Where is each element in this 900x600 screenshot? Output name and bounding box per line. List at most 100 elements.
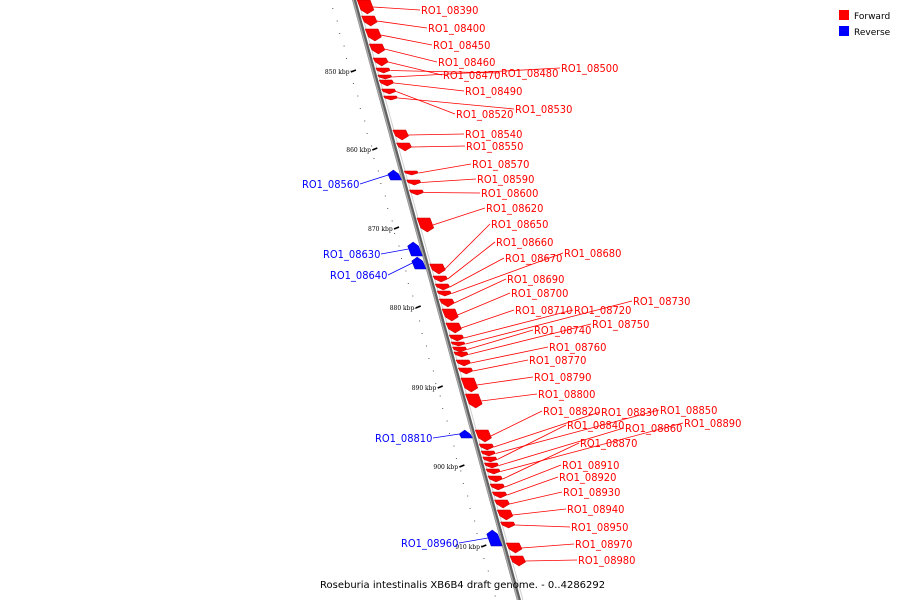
gene-feature-ro1-08710[interactable] bbox=[445, 322, 462, 334]
gene-label-ro1-08700[interactable]: RO1_08700 bbox=[511, 287, 568, 300]
gene-feature-ro1-08770[interactable] bbox=[457, 367, 474, 375]
gene-label-ro1-08650[interactable]: RO1_08650 bbox=[491, 218, 548, 231]
gene-feature-ro1-08500[interactable] bbox=[377, 74, 393, 80]
gene-feature-ro1-08470[interactable] bbox=[372, 57, 389, 67]
gene-feature-ro1-08980[interactable] bbox=[509, 555, 526, 567]
gene-feature-ro1-08640[interactable] bbox=[411, 256, 427, 270]
gene-feature-ro1-08840[interactable] bbox=[482, 456, 498, 463]
gene-label-ro1-08640[interactable]: RO1_08640 bbox=[330, 269, 387, 282]
gene-label-ro1-08600[interactable]: RO1_08600 bbox=[481, 187, 538, 200]
gene-feature-ro1-08910[interactable] bbox=[489, 483, 506, 491]
gene-label-ro1-08450[interactable]: RO1_08450 bbox=[433, 39, 490, 52]
gene-label-ro1-08930[interactable]: RO1_08930 bbox=[563, 486, 620, 499]
gene-label-ro1-08570[interactable]: RO1_08570 bbox=[472, 158, 529, 171]
gene-label-ro1-08540[interactable]: RO1_08540 bbox=[465, 128, 522, 141]
gene-feature-ro1-08960[interactable] bbox=[486, 529, 503, 547]
gene-feature-ro1-08680[interactable] bbox=[436, 290, 452, 297]
gene-feature-ro1-08690[interactable] bbox=[438, 298, 455, 308]
gene-feature-ro1-08720[interactable] bbox=[448, 334, 465, 342]
gene-feature-ro1-08540[interactable] bbox=[392, 129, 409, 141]
gene-feature-ro1-08630[interactable] bbox=[407, 241, 423, 257]
gene-feature-ro1-08670[interactable] bbox=[434, 283, 451, 291]
gene-feature-ro1-08530[interactable] bbox=[383, 95, 398, 101]
gene-feature-ro1-08930[interactable] bbox=[493, 499, 510, 509]
gene-feature-ro1-08480[interactable] bbox=[375, 67, 391, 74]
gene-label-ro1-08520[interactable]: RO1_08520 bbox=[456, 108, 513, 121]
gene-label-ro1-08740[interactable]: RO1_08740 bbox=[534, 324, 591, 337]
gene-feature-ro1-08760[interactable] bbox=[455, 359, 471, 367]
gene-label-ro1-08530[interactable]: RO1_08530 bbox=[515, 103, 572, 116]
gene-feature-ro1-08650[interactable] bbox=[429, 263, 446, 275]
gene-label-ro1-08390[interactable]: RO1_08390 bbox=[421, 4, 478, 17]
gene-label-ro1-08690[interactable]: RO1_08690 bbox=[507, 273, 564, 286]
gene-feature-ro1-08870[interactable] bbox=[487, 475, 503, 483]
gene-feature-ro1-08570[interactable] bbox=[403, 170, 419, 176]
gene-label-ro1-08820[interactable]: RO1_08820 bbox=[543, 405, 600, 418]
gene-label-ro1-08790[interactable]: RO1_08790 bbox=[534, 371, 591, 384]
gene-label-ro1-08960[interactable]: RO1_08960 bbox=[401, 537, 458, 550]
gene-label-ro1-08800[interactable]: RO1_08800 bbox=[538, 388, 595, 401]
gene-label-ro1-08970[interactable]: RO1_08970 bbox=[575, 538, 632, 551]
gene-feature-ro1-08940[interactable] bbox=[496, 509, 514, 521]
gene-label-ro1-08560[interactable]: RO1_08560 bbox=[302, 178, 359, 191]
gene-feature-ro1-08400[interactable] bbox=[361, 15, 378, 27]
gene-feature-ro1-08790[interactable] bbox=[460, 377, 479, 393]
gene-label-ro1-08730[interactable]: RO1_08730 bbox=[633, 295, 690, 308]
gene-feature-ro1-08590[interactable] bbox=[406, 179, 422, 186]
gene-label-ro1-08940[interactable]: RO1_08940 bbox=[567, 503, 624, 516]
gene-feature-ro1-08850[interactable] bbox=[480, 450, 496, 457]
gene-feature-ro1-08620[interactable] bbox=[416, 217, 435, 233]
gene-label-ro1-08980[interactable]: RO1_08980 bbox=[578, 554, 635, 567]
gene-feature-ro1-08490[interactable] bbox=[378, 79, 395, 87]
gene-label-ro1-08920[interactable]: RO1_08920 bbox=[559, 471, 616, 484]
gene-feature-ro1-08550[interactable] bbox=[395, 142, 412, 152]
gene-label-ro1-08720[interactable]: RO1_08720 bbox=[574, 304, 631, 317]
gene-label-ro1-08680[interactable]: RO1_08680 bbox=[564, 247, 621, 260]
gene-label-ro1-08840[interactable]: RO1_08840 bbox=[567, 419, 624, 432]
gene-feature-ro1-08390[interactable] bbox=[356, 0, 375, 15]
gene-feature-ro1-08600[interactable] bbox=[408, 189, 425, 196]
gene-label-ro1-08470[interactable]: RO1_08470 bbox=[443, 69, 500, 82]
gene-feature-ro1-08830[interactable] bbox=[478, 443, 495, 451]
gene-feature-ro1-08450[interactable] bbox=[364, 28, 382, 42]
gene-label-ro1-08750[interactable]: RO1_08750 bbox=[592, 318, 649, 331]
gene-label-ro1-08480[interactable]: RO1_08480 bbox=[501, 67, 558, 80]
gene-feature-ro1-08800[interactable] bbox=[464, 393, 483, 409]
gene-label-ro1-08500[interactable]: RO1_08500 bbox=[561, 62, 618, 75]
gene-feature-ro1-08890[interactable] bbox=[485, 468, 501, 475]
gene-feature-ro1-08740[interactable] bbox=[451, 346, 468, 353]
gene-label-ro1-08860[interactable]: RO1_08860 bbox=[625, 422, 682, 435]
gene-feature-ro1-08520[interactable] bbox=[381, 88, 397, 95]
gene-label-ro1-08830[interactable]: RO1_08830 bbox=[601, 406, 658, 419]
gene-feature-ro1-08460[interactable] bbox=[368, 43, 386, 55]
gene-label-ro1-08660[interactable]: RO1_08660 bbox=[496, 236, 553, 249]
gene-feature-ro1-08750[interactable] bbox=[453, 351, 469, 358]
gene-feature-ro1-08920[interactable] bbox=[491, 491, 508, 499]
gene-label-ro1-08620[interactable]: RO1_08620 bbox=[486, 202, 543, 215]
gene-label-ro1-08710[interactable]: RO1_08710 bbox=[515, 304, 572, 317]
gene-feature-ro1-08730[interactable] bbox=[450, 341, 466, 347]
gene-feature-ro1-08560[interactable] bbox=[387, 169, 402, 181]
gene-feature-ro1-08970[interactable] bbox=[505, 542, 523, 554]
gene-feature-ro1-08820[interactable] bbox=[474, 429, 492, 443]
gene-label-ro1-08460[interactable]: RO1_08460 bbox=[438, 56, 495, 69]
gene-label-ro1-08950[interactable]: RO1_08950 bbox=[571, 521, 628, 534]
gene-label-ro1-08490[interactable]: RO1_08490 bbox=[465, 85, 522, 98]
gene-label-ro1-08810[interactable]: RO1_08810 bbox=[375, 432, 432, 445]
gene-label-ro1-08630[interactable]: RO1_08630 bbox=[323, 248, 380, 261]
gene-label-ro1-08590[interactable]: RO1_08590 bbox=[477, 173, 534, 186]
gene-feature-ro1-08950[interactable] bbox=[500, 521, 516, 529]
gene-label-ro1-08850[interactable]: RO1_08850 bbox=[660, 404, 717, 417]
gene-label-ro1-08670[interactable]: RO1_08670 bbox=[505, 252, 562, 265]
gene-label-ro1-08890[interactable]: RO1_08890 bbox=[684, 417, 741, 430]
gene-feature-ro1-08810[interactable] bbox=[458, 429, 473, 439]
gene-label-ro1-08770[interactable]: RO1_08770 bbox=[529, 354, 586, 367]
gene-label-ro1-08910[interactable]: RO1_08910 bbox=[562, 459, 619, 472]
gene-label-ro1-08760[interactable]: RO1_08760 bbox=[549, 341, 606, 354]
gene-label-ro1-08870[interactable]: RO1_08870 bbox=[580, 437, 637, 450]
gene-feature-ro1-08700[interactable] bbox=[441, 308, 459, 322]
gene-label-ro1-08400[interactable]: RO1_08400 bbox=[428, 22, 485, 35]
gene-feature-ro1-08860[interactable] bbox=[483, 462, 499, 469]
gene-label-ro1-08550[interactable]: RO1_08550 bbox=[466, 140, 523, 153]
gene-feature-ro1-08660[interactable] bbox=[432, 275, 448, 283]
